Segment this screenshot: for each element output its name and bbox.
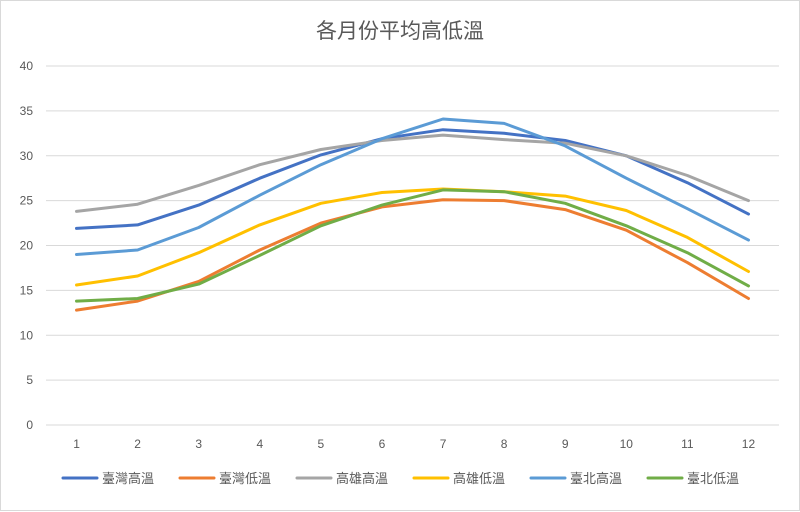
- x-tick-label: 11: [681, 437, 694, 451]
- legend-label-4: 高雄低溫: [453, 471, 505, 487]
- series-line-3: [75, 133, 750, 213]
- series-line-1: [75, 128, 750, 230]
- x-tick-label: 1: [73, 437, 80, 451]
- series-line-2: [75, 198, 750, 312]
- legend-label-3: 高雄高溫: [336, 471, 388, 487]
- x-tick-label: 8: [501, 437, 508, 451]
- legend-label-1: 臺灣高溫: [102, 471, 154, 487]
- y-tick-label: 25: [20, 194, 34, 208]
- x-tick-label: 9: [562, 437, 569, 451]
- x-tick-label: 5: [318, 437, 325, 451]
- x-tick-label: 12: [742, 437, 756, 451]
- x-tick-label: 2: [134, 437, 141, 451]
- x-tick-label: 4: [256, 437, 263, 451]
- series-line-5: [75, 117, 750, 256]
- series-line-4: [75, 187, 750, 287]
- series-line-6: [75, 188, 750, 303]
- legend-label-5: 臺北高溫: [570, 471, 622, 487]
- x-tick-label: 6: [379, 437, 386, 451]
- x-tick-label: 7: [440, 437, 447, 451]
- y-tick-label: 0: [26, 418, 33, 432]
- legend-label-2: 臺灣低溫: [219, 472, 271, 487]
- y-tick-label: 20: [20, 239, 34, 253]
- chart-title: 各月份平均高低溫: [316, 19, 484, 43]
- y-tick-label: 35: [20, 104, 34, 118]
- y-tick-label: 40: [20, 59, 34, 73]
- y-tick-label: 10: [20, 328, 34, 342]
- y-tick-label: 5: [26, 373, 33, 387]
- x-tick-label: 3: [195, 437, 202, 451]
- legend-label-6: 臺北低溫: [687, 472, 739, 487]
- y-tick-label: 15: [20, 283, 34, 297]
- y-tick-label: 30: [20, 149, 34, 163]
- x-tick-label: 10: [620, 437, 634, 451]
